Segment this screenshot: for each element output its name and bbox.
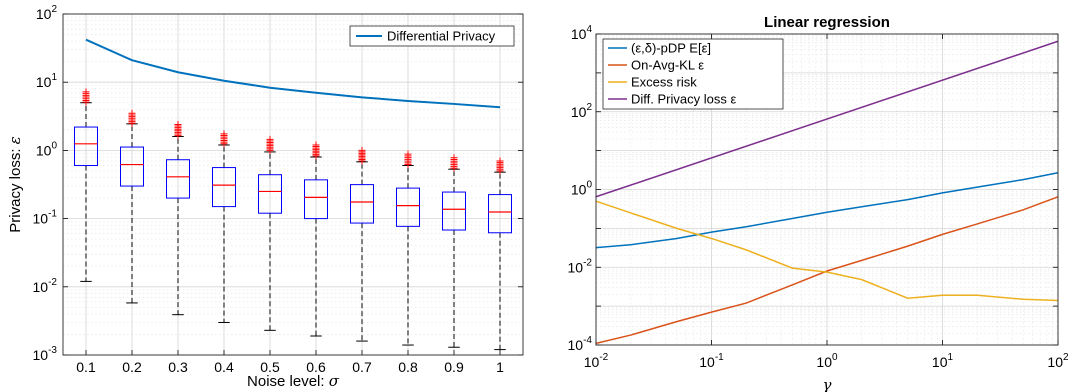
legend-box [602, 38, 784, 110]
legend-label: Differential Privacy [387, 29, 496, 44]
series-line-differential-privacy [85, 38, 501, 109]
x-tick-label: 1 [496, 359, 504, 375]
outlier-marker [128, 109, 136, 117]
right-axes-frame [595, 33, 1059, 346]
box-0.9 [442, 154, 466, 348]
outlier-marker [404, 150, 412, 158]
x-tick-label: 0.9 [444, 359, 464, 375]
legend-box [349, 25, 515, 47]
left-axes-frame [62, 13, 524, 356]
interquartile-box [212, 167, 236, 208]
left-legend: Differential Privacy [349, 25, 515, 47]
interquartile-box [258, 174, 282, 214]
y-tick-label: 10-1 [33, 209, 58, 227]
x-tick-label: 0.5 [260, 359, 280, 375]
box-0.4 [212, 130, 236, 323]
x-tick-label: 0.2 [122, 359, 142, 375]
x-tick-label: 0.8 [398, 359, 418, 375]
y-tick-label: 10-2 [33, 277, 58, 295]
y-tick-label: 104 [571, 24, 593, 42]
y-tick-label: 10-3 [33, 345, 58, 363]
left-y-tick-labels: 10-3 10-2 10-1 100 101 102 [33, 4, 58, 363]
interquartile-box [488, 194, 512, 234]
x-tick-label: 0.4 [214, 359, 234, 375]
right-legend: (ε,δ)-pDP E[ε] On-Avg-KL ε Excess risk Diff… [602, 38, 784, 110]
left-boxes [74, 88, 512, 351]
y-tick-label: 102 [36, 4, 58, 22]
box-0.5 [258, 135, 282, 331]
y-tick-label: 100 [36, 140, 58, 158]
interquartile-box [396, 187, 420, 227]
legend-label: On-Avg-KL ε [631, 58, 704, 73]
outlier-marker [220, 130, 228, 138]
legend-label: Excess risk [631, 75, 697, 90]
interquartile-box [350, 184, 374, 224]
outlier-marker [496, 157, 504, 165]
y-tick-label: 102 [571, 102, 593, 120]
box-1 [488, 157, 512, 351]
box-plot-panel: 0.1 0.2 0.3 0.4 0.5 0.6 0.7 0.8 0.9 1 10-310-210-… [6, 4, 524, 390]
right-x-tick-labels: 10-2 10-1 100 101 102 [584, 352, 1069, 370]
x-tick-label: 0.7 [352, 359, 372, 375]
box-0.2 [120, 109, 144, 304]
x-tick-label: 102 [1047, 352, 1069, 370]
x-tick-label: 10-1 [699, 352, 724, 370]
interquartile-box [74, 126, 98, 167]
x-tick-label: 0.3 [168, 359, 188, 375]
interquartile-box [120, 146, 144, 187]
y-tick-label: 10-4 [568, 335, 593, 353]
right-y-tick-labels: 10-4 10-2 100 102 104 [568, 24, 593, 353]
x-tick-label: 10-2 [584, 352, 609, 370]
series-line-pdp [595, 171, 1059, 249]
outlier-marker [312, 141, 320, 149]
left-plot-area [63, 14, 523, 355]
interquartile-box [304, 179, 328, 220]
outlier-marker [358, 146, 366, 154]
box-0.8 [396, 150, 420, 346]
box-0.3 [166, 120, 190, 316]
right-x-axis-label: γ [823, 376, 832, 392]
x-tick-label: 0.1 [76, 359, 96, 375]
box-0.7 [350, 146, 374, 342]
x-tick-label: 100 [816, 352, 838, 370]
series-line-excess-risk [595, 200, 1059, 302]
left-y-axis-label: Privacy loss: ε [6, 136, 24, 232]
right-series-lines [595, 40, 1059, 345]
interquartile-box [166, 159, 190, 199]
y-tick-label: 100 [571, 180, 593, 198]
legend-label: Diff. Privacy loss ε [631, 92, 736, 107]
series-line-on-avg-kl [595, 196, 1059, 345]
series-line-diff-privacy-loss [595, 40, 1059, 198]
legend-label: (ε,δ)-pDP E[ε] [631, 41, 711, 56]
box-0.1 [74, 88, 98, 282]
y-tick-label: 10-2 [568, 257, 593, 275]
left-x-tick-labels: 0.1 0.2 0.3 0.4 0.5 0.6 0.7 0.8 0.9 1 [76, 359, 504, 375]
left-x-axis-label: Noise level: σ [247, 372, 340, 390]
outlier-marker [266, 135, 274, 143]
interquartile-box [442, 191, 466, 231]
box-0.6 [304, 141, 328, 337]
outlier-marker [174, 120, 182, 128]
x-tick-label: 0.6 [306, 359, 326, 375]
left-series-lines [85, 38, 501, 109]
outlier-marker [450, 154, 458, 162]
right-chart-title: Linear regression [764, 14, 890, 31]
x-tick-label: 101 [932, 352, 954, 370]
outlier-marker [82, 88, 90, 96]
y-tick-label: 101 [36, 72, 58, 90]
